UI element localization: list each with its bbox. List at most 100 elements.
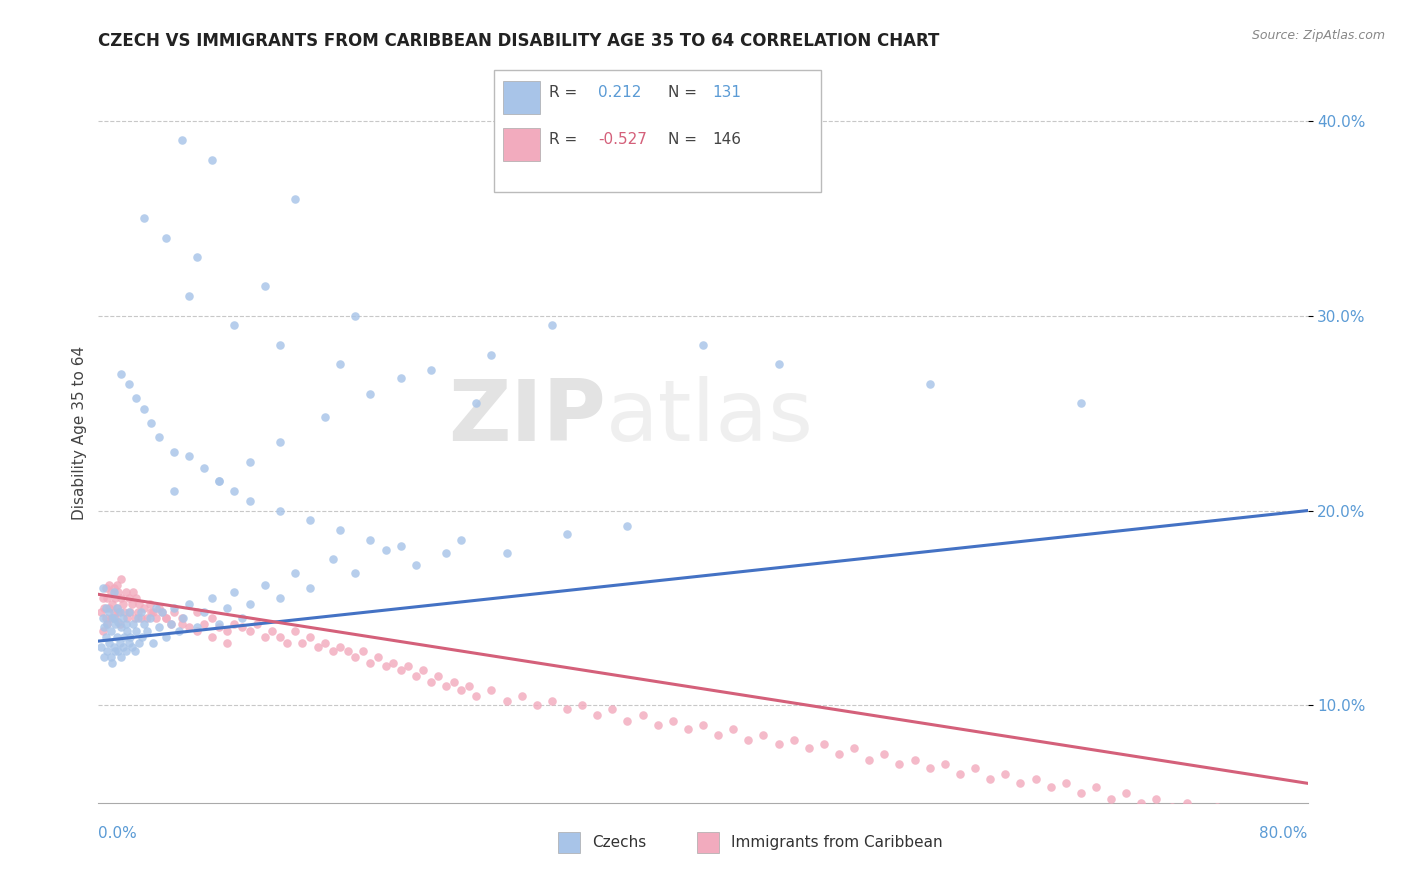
Point bbox=[1267, 811, 1289, 825]
Point bbox=[167, 624, 190, 639]
Point bbox=[105, 601, 128, 615]
Point bbox=[979, 772, 1001, 787]
Point bbox=[465, 689, 488, 703]
Point bbox=[526, 698, 548, 713]
Point bbox=[104, 644, 127, 658]
Point bbox=[450, 682, 472, 697]
Point bbox=[434, 679, 457, 693]
Point bbox=[103, 585, 125, 599]
Point bbox=[93, 601, 115, 615]
Point bbox=[1206, 799, 1229, 814]
Point bbox=[481, 682, 503, 697]
Point bbox=[412, 663, 434, 677]
Point bbox=[239, 597, 262, 611]
Point bbox=[797, 741, 820, 756]
Point bbox=[120, 630, 142, 644]
Text: Czechs: Czechs bbox=[592, 835, 645, 850]
Point bbox=[314, 636, 336, 650]
Point bbox=[374, 659, 396, 673]
Point bbox=[616, 519, 638, 533]
Point bbox=[201, 610, 224, 624]
Point bbox=[813, 737, 835, 751]
Point bbox=[142, 636, 165, 650]
Point bbox=[111, 610, 134, 624]
Point bbox=[307, 640, 329, 654]
Point bbox=[540, 318, 562, 333]
Point bbox=[1070, 396, 1092, 410]
Point bbox=[889, 756, 911, 771]
Point bbox=[208, 620, 231, 634]
Point bbox=[284, 566, 307, 580]
Point bbox=[873, 747, 896, 761]
Point bbox=[124, 610, 146, 624]
Point bbox=[141, 605, 163, 619]
Text: Immigrants from Caribbean: Immigrants from Caribbean bbox=[731, 835, 942, 850]
Point bbox=[276, 636, 298, 650]
Point bbox=[128, 636, 150, 650]
Point bbox=[127, 610, 149, 624]
Point bbox=[201, 630, 224, 644]
Point bbox=[224, 484, 246, 499]
Point bbox=[284, 192, 307, 206]
Point bbox=[586, 708, 609, 723]
Text: Source: ZipAtlas.com: Source: ZipAtlas.com bbox=[1251, 29, 1385, 42]
Point bbox=[114, 585, 136, 599]
Point bbox=[344, 309, 367, 323]
Point bbox=[93, 620, 115, 634]
Point bbox=[90, 640, 112, 654]
Point bbox=[360, 656, 382, 670]
Point bbox=[114, 644, 136, 658]
Point bbox=[128, 597, 150, 611]
Point bbox=[100, 610, 122, 624]
Point bbox=[100, 649, 122, 664]
Point bbox=[284, 624, 307, 639]
Point bbox=[118, 591, 141, 606]
Point bbox=[208, 475, 231, 489]
Point bbox=[101, 656, 124, 670]
Point bbox=[121, 640, 143, 654]
Point bbox=[360, 386, 382, 401]
Point bbox=[96, 616, 118, 631]
Point bbox=[1115, 786, 1137, 800]
Point bbox=[107, 644, 129, 658]
Point bbox=[105, 630, 128, 644]
Point bbox=[737, 733, 759, 747]
Point bbox=[246, 616, 269, 631]
Point bbox=[299, 513, 322, 527]
Point bbox=[215, 624, 238, 639]
Point bbox=[904, 753, 927, 767]
Point bbox=[170, 616, 193, 631]
Point bbox=[111, 597, 134, 611]
FancyBboxPatch shape bbox=[697, 832, 718, 853]
Point bbox=[172, 610, 194, 624]
Point bbox=[104, 591, 127, 606]
Point bbox=[105, 601, 128, 615]
Point bbox=[139, 610, 162, 624]
Point bbox=[481, 348, 503, 362]
Point bbox=[96, 591, 118, 606]
Point bbox=[336, 644, 359, 658]
Point bbox=[155, 610, 177, 624]
Point bbox=[148, 429, 170, 443]
Point bbox=[434, 546, 457, 560]
Point bbox=[224, 616, 246, 631]
Point bbox=[112, 630, 135, 644]
Point bbox=[170, 133, 193, 147]
Text: CZECH VS IMMIGRANTS FROM CARIBBEAN DISABILITY AGE 35 TO 64 CORRELATION CHART: CZECH VS IMMIGRANTS FROM CARIBBEAN DISAB… bbox=[98, 32, 939, 50]
Point bbox=[179, 289, 201, 303]
Point bbox=[427, 669, 450, 683]
Point bbox=[1251, 815, 1274, 830]
Point bbox=[768, 737, 790, 751]
Point bbox=[231, 610, 253, 624]
Point bbox=[269, 435, 291, 450]
Point bbox=[692, 338, 714, 352]
Point bbox=[115, 624, 138, 639]
Point bbox=[253, 279, 276, 293]
Point bbox=[344, 649, 367, 664]
Point bbox=[215, 636, 238, 650]
Point bbox=[723, 722, 745, 736]
Point bbox=[127, 605, 149, 619]
Point bbox=[495, 694, 517, 708]
Point bbox=[132, 402, 155, 417]
Point bbox=[96, 616, 118, 631]
